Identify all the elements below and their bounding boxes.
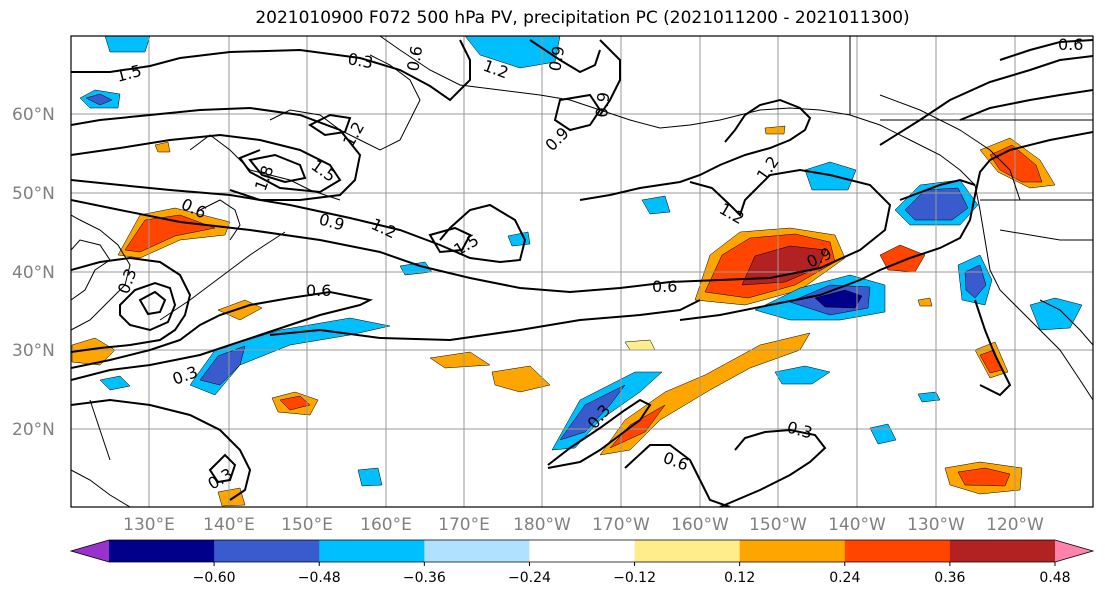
colorbar-segment [634,540,741,562]
colorbar-segment [319,540,425,562]
latitude-labels: 60°N 50°N 40°N 30°N 20°N [12,105,55,440]
lat-label: 40°N [12,263,55,283]
lat-label: 30°N [12,341,55,361]
colorbar-segment [424,540,530,562]
colorbar-tick-label: 0.48 [1039,570,1070,586]
colorbar-segment [739,540,846,562]
colorbar-extend-low [71,540,109,562]
chart-title: 2021010900 F072 500 hPa PV, precipitatio… [255,8,910,28]
colorbar-segment [949,540,1056,562]
lat-label: 20°N [12,420,55,440]
colorbar-tick-label: −0.48 [298,570,341,586]
lon-label: 140°E [203,515,255,535]
colorbar-segment [109,540,215,562]
lon-label: 130°W [907,515,965,535]
map-plot-area: 1.5 0.3 0.6 1.2 0.9 0.9 0.9 1.2 1.8 1.5 … [71,35,1093,507]
lat-label: 50°N [12,184,55,204]
map-frame [70,35,1094,508]
contour-label: 0.3 [346,49,374,72]
contour-label: 0.6 [652,277,677,296]
lon-label: 150°W [749,515,807,535]
colorbar-extend-high [1055,540,1093,562]
lon-label: 130°E [123,515,175,535]
lon-label: 120°W [986,515,1044,535]
colorbar-tick-label: 0.24 [829,570,860,586]
lon-label: 180°W [513,515,571,535]
colorbar-tick-label: −0.60 [193,570,236,586]
contour-label: 0.9 [592,91,613,118]
lon-label: 140°W [828,515,886,535]
lon-label: 160°W [671,515,729,535]
colorbar-tick-label: −0.24 [508,570,551,586]
lat-label: 60°N [12,105,55,125]
longitude-labels: 130°E 140°E 150°E 160°E 170°E 180°W 170°… [123,515,1044,535]
colorbar-tick-label: −0.36 [403,570,446,586]
colorbar-tick-label: −0.12 [613,570,656,586]
contour-label: 0.6 [1058,35,1083,54]
lon-label: 160°E [360,515,412,535]
colorbar-segment [844,540,951,562]
coastlines [71,36,1093,507]
colorbar-tick-label: 0.12 [724,570,755,586]
colorbar-tick-label: 0.36 [934,570,965,586]
lon-label: 170°E [438,515,490,535]
contour-label: 0.6 [403,44,426,72]
pv-contours [71,39,1093,507]
lon-label: 170°W [592,515,650,535]
colorbar-segment [214,540,320,562]
colorbar-segment [529,540,636,562]
lon-label: 150°E [281,515,333,535]
precip-fill-layer [71,36,1083,507]
colorbar-outline [69,539,1095,563]
contour-label: 0.9 [545,44,568,72]
contour-label: 0.6 [306,281,331,300]
graticule [71,36,1093,507]
colorbar: −0.60 −0.48 −0.36 −0.24 −0.12 0.12 0.24 0.36 0.4… [69,539,1095,586]
